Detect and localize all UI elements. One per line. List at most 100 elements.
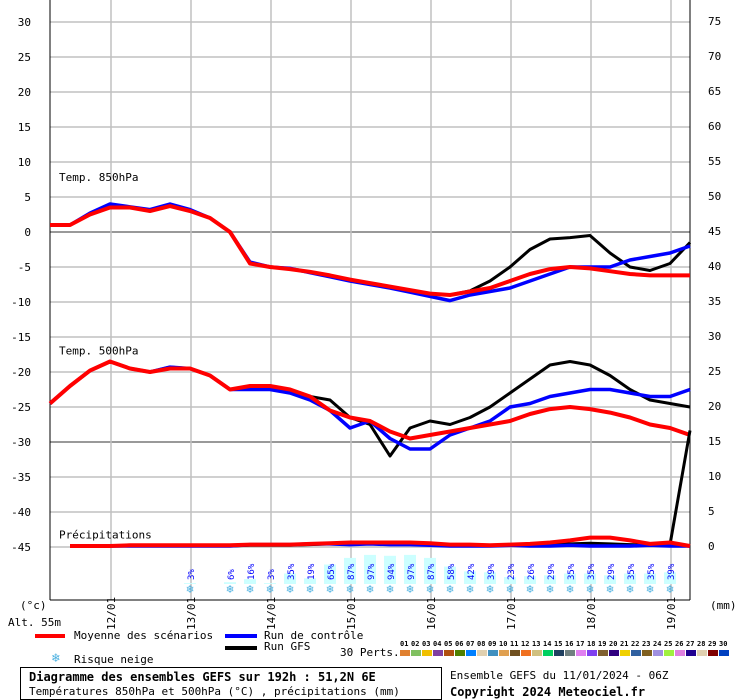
pert-color-swatch [477, 650, 487, 656]
snowflake-icon: ❄ [246, 582, 253, 596]
pert-number: 06 [455, 640, 464, 648]
snow-risk-label: 16% [247, 563, 257, 580]
snowflake-icon: ❄ [326, 582, 333, 596]
snowflake-icon: ❄ [566, 582, 573, 596]
snow-risk-bar [484, 572, 496, 584]
snow-risk-label: 39% [667, 563, 677, 580]
snow-risk-label: 87% [347, 563, 357, 580]
pert-number: 12 [521, 640, 530, 648]
snowflake-icon: ❄ [52, 651, 60, 666]
pert-number: 16 [565, 640, 574, 648]
pert-color-swatch [554, 650, 564, 656]
pert-color-swatch [488, 650, 498, 656]
chart-area: 12/01 13/01 14/01 15/01 16/01 17/01 18/01 19/01… [11, 0, 721, 630]
mean-legend-swatch [35, 634, 65, 638]
snowflake-icon: ❄ [266, 582, 273, 596]
pert-color-swatch [400, 650, 410, 656]
y-right-tick-label: 45 [708, 225, 721, 238]
y-right-tick-label: 40 [708, 260, 721, 273]
pert-number: 04 [433, 640, 442, 648]
snow-risk-bar [384, 555, 396, 584]
snowflake-icon: ❄ [506, 582, 513, 596]
snow-risk-label: 6% [227, 569, 237, 580]
gfs-legend-label: Run GFS [264, 640, 311, 653]
pert-number: 20 [609, 640, 618, 648]
snow-risk-bar [544, 575, 556, 584]
y-right-tick-label: 5 [708, 505, 715, 518]
panel-label-t850: Temp. 850hPa [59, 171, 138, 184]
y-left-tick-label: 10 [18, 156, 31, 169]
snowflake-icon: ❄ [426, 582, 433, 596]
y-right-tick-label: 20 [708, 400, 721, 413]
pert-color-swatch [598, 650, 608, 656]
pert-number: 05 [444, 640, 453, 648]
snow-risk-label: 19% [307, 563, 317, 580]
snow-risk-bar [284, 573, 296, 584]
y-right-tick-label: 10 [708, 470, 721, 483]
y-right-tick-label: 0 [708, 540, 715, 553]
y-right-tick-label: 70 [708, 50, 721, 63]
y-left-tick-label: -25 [11, 401, 31, 414]
snow-risk-label: 3% [187, 569, 197, 580]
y-left-tick-label: -35 [11, 471, 31, 484]
x-tick-label: 18/01 [585, 597, 598, 630]
pert-number: 15 [554, 640, 563, 648]
snow-legend-label: Risque neige [74, 653, 154, 666]
pert-number: 10 [499, 640, 508, 648]
pert-color-swatch [620, 650, 630, 656]
right-unit-label: (mm) [710, 599, 737, 612]
pert-number: 03 [422, 640, 431, 648]
snow-risk-bar [324, 564, 336, 584]
snowflake-icon: ❄ [186, 582, 193, 596]
snowflake-icon: ❄ [546, 582, 553, 596]
snow-risk-label: 97% [407, 563, 417, 580]
snow-risk-bar [444, 566, 456, 584]
control-legend-label: Run de contrôle [264, 629, 364, 642]
pert-color-swatch [587, 650, 597, 656]
run-info: Ensemble GEFS du 11/01/2024 - 06Z [450, 669, 669, 682]
y-left-tick-label: -30 [11, 436, 31, 449]
pert-color-swatch [697, 650, 707, 656]
precip-mean-line [70, 535, 691, 548]
t500-mean-line [48, 359, 691, 441]
y-right-tick-label: 60 [708, 120, 721, 133]
snowflake-icon: ❄ [606, 582, 613, 596]
pert-color-swatch [664, 650, 674, 656]
title-box: Diagramme des ensembles GEFS sur 192h : … [20, 667, 442, 700]
y-left-tick-label: -45 [11, 541, 31, 554]
x-tick-label: 13/01 [185, 597, 198, 630]
pert-number: 22 [631, 640, 640, 648]
control-legend-swatch [225, 634, 257, 638]
x-tick-label: 14/01 [265, 597, 278, 630]
snow-risk-bar [344, 557, 356, 584]
y-right-tick-label: 30 [708, 330, 721, 343]
snow-risk-label: 35% [567, 563, 577, 580]
pert-color-swatch [719, 650, 729, 656]
snow-risk-bar [424, 557, 436, 584]
precip-gfs-line [70, 430, 692, 548]
t850-mean-line [50, 204, 690, 297]
pert-color-swatch [686, 650, 696, 656]
snow-risk-bar [624, 573, 636, 584]
pert-color-swatch [466, 650, 476, 656]
left-unit-label: (°c) [20, 599, 47, 612]
y-left-tick-label: -20 [11, 366, 31, 379]
pert-number: 25 [664, 640, 673, 648]
snowflake-icon: ❄ [446, 582, 453, 596]
snowflake-icon: ❄ [466, 582, 473, 596]
t850-control-line [50, 202, 691, 303]
snowflake-icon: ❄ [486, 582, 493, 596]
pert-color-swatch [642, 650, 652, 656]
pert-number: 17 [576, 640, 585, 648]
pert-color-swatch [708, 650, 718, 656]
snowflake-icon: ❄ [406, 582, 413, 596]
snowflake-icon: ❄ [646, 582, 653, 596]
pert-color-swatch [675, 650, 685, 656]
snowflake-icon: ❄ [366, 582, 373, 596]
y-left-tick-label: 20 [18, 86, 31, 99]
snowflake-icon: ❄ [626, 582, 633, 596]
chart-subtitle: Températures 850hPa et 500hPa (°C) , pré… [29, 685, 400, 698]
snow-risk-bar [184, 583, 196, 584]
pert-color-swatch [631, 650, 641, 656]
snow-risk-label: 35% [647, 563, 657, 580]
